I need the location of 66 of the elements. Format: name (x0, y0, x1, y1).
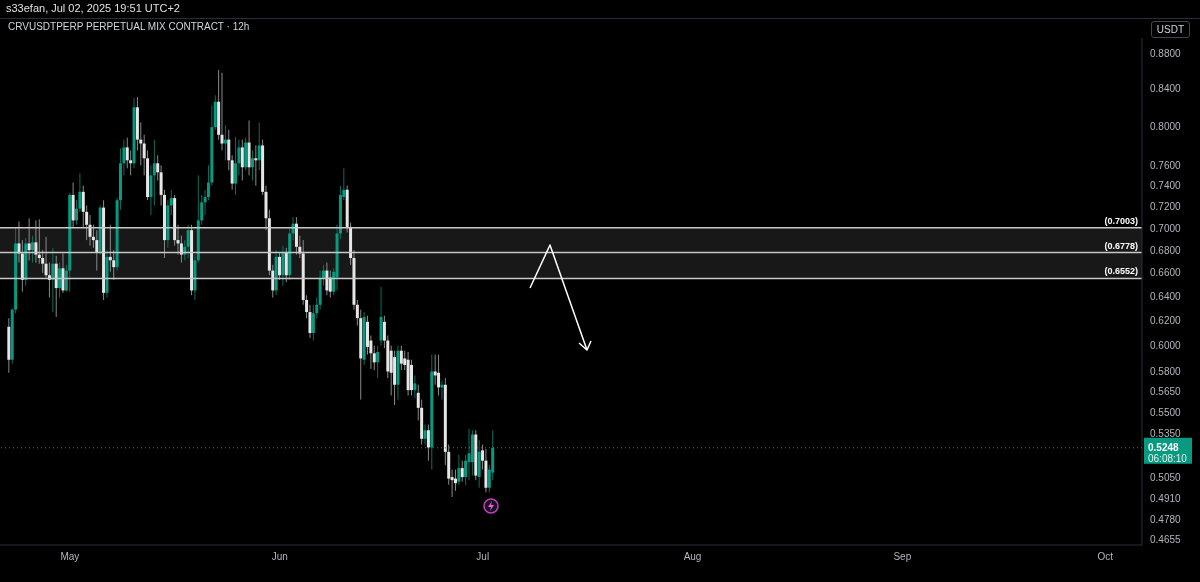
chart-subtitle: s33efan, Jul 02, 2025 19:51 UTC+2 (6, 2, 180, 14)
candlestick (88, 214, 92, 247)
candlestick (278, 251, 282, 281)
candlestick (149, 164, 153, 216)
candlestick (294, 216, 298, 256)
x-tick-label: May (60, 551, 80, 563)
candlestick (227, 129, 231, 171)
candlestick (223, 124, 227, 161)
y-tick-label: 0.5350 (1150, 427, 1182, 439)
y-tick-label: 0.7200 (1150, 201, 1182, 213)
ref-line-label: (0.6552) (1104, 266, 1138, 277)
candlestick (220, 72, 224, 151)
candlestick (257, 121, 261, 171)
ref-line-label: (0.6778) (1104, 240, 1138, 251)
y-tick-label: 0.8000 (1150, 120, 1182, 132)
y-tick-label: 0.6800 (1150, 244, 1182, 256)
candlestick (423, 424, 427, 446)
candlestick (250, 149, 254, 181)
y-tick-label: 0.7400 (1150, 180, 1182, 192)
candlestick (58, 262, 62, 299)
text: 06:08:10 (1148, 452, 1188, 464)
y-tick-label: 0.4910 (1150, 493, 1182, 505)
candlestick (34, 219, 38, 264)
candlestick (437, 354, 441, 397)
chart-title: CRVUSDTPERP PERPETUAL MIX CONTRACT · 12h (6, 20, 252, 33)
candlestick (27, 217, 31, 261)
candlestick (460, 460, 464, 483)
y-tick-label: 0.6200 (1150, 315, 1182, 327)
y-tick-label: 0.8400 (1150, 83, 1182, 95)
candlestick (281, 245, 285, 287)
y-tick-label: 0.5500 (1150, 406, 1182, 418)
y-tick-label: 0.6600 (1150, 267, 1182, 279)
ref-line-label: 0.5248 (1148, 441, 1180, 453)
candlestick (376, 345, 380, 379)
candlestick (31, 235, 35, 264)
x-tick-label: Oct (1097, 551, 1114, 563)
ref-line-label: (0.7003) (1104, 215, 1138, 226)
y-tick-label: 0.5050 (1150, 471, 1182, 483)
x-tick-label: Jul (476, 551, 490, 563)
x-tick-label: Jun (271, 551, 288, 563)
y-tick-label: 0.5800 (1150, 366, 1182, 378)
y-tick-label: 0.7000 (1150, 222, 1182, 234)
candlestick (95, 229, 99, 272)
y-tick-label: 0.8800 (1150, 48, 1182, 59)
candlestick (234, 136, 238, 196)
candlestick (240, 139, 244, 181)
candlestick (51, 247, 55, 313)
candlestick (413, 374, 417, 399)
y-tick-label: 0.6400 (1150, 290, 1182, 302)
candlestick (325, 262, 329, 296)
candlestick (61, 253, 65, 294)
candlestick (186, 224, 190, 259)
candlestick (230, 154, 234, 191)
x-tick-label: Sep (893, 551, 912, 563)
candlestick (426, 424, 430, 462)
y-tick-label: 0.7600 (1150, 159, 1182, 171)
candlestick (284, 247, 288, 283)
x-tick-label: Aug (683, 551, 702, 563)
y-tick-label: 0.4780 (1150, 513, 1182, 525)
y-tick-label: 0.4655 (1150, 533, 1182, 545)
text: USDT (1150, 21, 1190, 38)
y-tick-label: 0.5650 (1150, 386, 1182, 398)
y-tick-label: 0.6000 (1150, 340, 1182, 352)
candlestick (254, 144, 258, 187)
candlestick (379, 286, 383, 347)
candlestick (399, 345, 403, 371)
